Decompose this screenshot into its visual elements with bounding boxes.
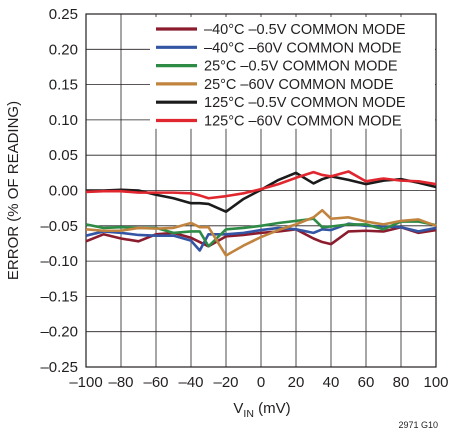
x-tick-label: 40 [323, 374, 340, 391]
x-tick-label: 20 [288, 374, 305, 391]
series-line [85, 170, 437, 200]
y-axis-label: ERROR (% OF READING) [5, 101, 22, 280]
x-tick-label: –60 [143, 374, 168, 391]
x-tick-label: –40 [178, 374, 203, 391]
series-lines [85, 170, 437, 257]
x-axis-label-subscript: IN [243, 408, 254, 420]
x-tick-label: –80 [108, 374, 133, 391]
legend-label: 125°C –60V COMMON MODE [204, 114, 402, 130]
y-tick-label: 0.10 [49, 112, 78, 129]
x-tick-label: –100 [69, 374, 102, 391]
y-tick-label: –0.25 [40, 359, 78, 376]
y-tick-label: 0.00 [49, 183, 78, 200]
y-tick-label: –0.20 [40, 324, 78, 341]
legend-label: 25°C –60V COMMON MODE [204, 77, 394, 93]
x-axis-label-main: V [233, 400, 243, 417]
legend-background [150, 17, 435, 129]
x-tick-label: 0 [257, 374, 265, 391]
y-tick-label: –0.15 [40, 288, 78, 305]
legend-label: –40°C –60V COMMON MODE [204, 40, 402, 56]
series-line [85, 208, 437, 257]
y-tick-label: 0.15 [49, 77, 78, 94]
y-tick-label: –0.05 [40, 218, 78, 235]
y-axis-ticks: 0.25 0.20 0.15 0.10 0.05 0.00 –0.05 –0.10 –0.15 –… [40, 6, 78, 376]
x-axis-label: VIN (mV) [233, 400, 290, 420]
x-tick-label: 60 [358, 374, 375, 391]
x-axis-ticks: –100 –80 –60 –40 –20 0 20 40 60 80 100 [69, 374, 448, 391]
x-tick-label: –20 [213, 374, 238, 391]
figure-id: 2971 G10 [398, 420, 438, 430]
x-tick-label: 80 [393, 374, 410, 391]
legend-label: 125°C –0.5V COMMON MODE [204, 95, 406, 111]
x-axis-label-unit: (mV) [254, 400, 291, 417]
legend-label: 25°C –0.5V COMMON MODE [204, 59, 398, 75]
y-tick-label: –0.10 [40, 253, 78, 270]
legend: –40°C –0.5V COMMON MODE –40°C –60V COMMON… [150, 17, 435, 130]
y-tick-label: 0.25 [49, 6, 78, 23]
x-tick-label: 100 [423, 374, 448, 391]
y-tick-label: 0.20 [49, 41, 78, 58]
legend-label: –40°C –0.5V COMMON MODE [204, 22, 406, 38]
y-tick-label: 0.05 [49, 147, 78, 164]
